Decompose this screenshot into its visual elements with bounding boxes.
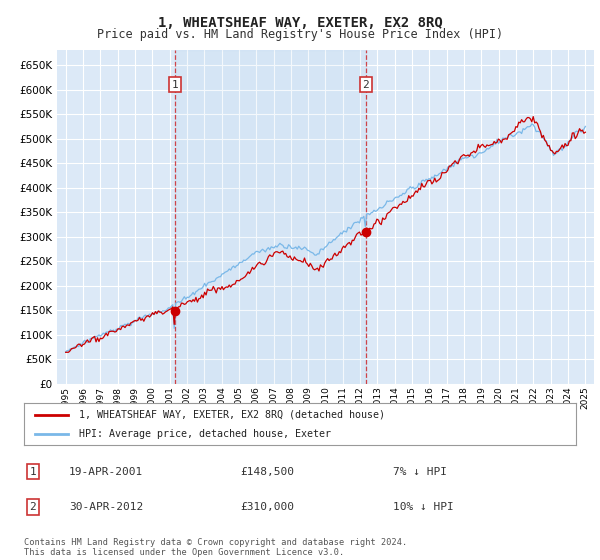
Text: HPI: Average price, detached house, Exeter: HPI: Average price, detached house, Exet…	[79, 429, 331, 439]
Text: £148,500: £148,500	[240, 466, 294, 477]
Text: 1: 1	[172, 80, 178, 90]
Text: 1, WHEATSHEAF WAY, EXETER, EX2 8RQ: 1, WHEATSHEAF WAY, EXETER, EX2 8RQ	[158, 16, 442, 30]
Text: 2: 2	[362, 80, 369, 90]
Text: £310,000: £310,000	[240, 502, 294, 512]
Text: 7% ↓ HPI: 7% ↓ HPI	[393, 466, 447, 477]
Text: 1: 1	[29, 466, 37, 477]
Text: 30-APR-2012: 30-APR-2012	[69, 502, 143, 512]
Bar	[175, 50, 366, 384]
Text: 19-APR-2001: 19-APR-2001	[69, 466, 143, 477]
Text: Price paid vs. HM Land Registry's House Price Index (HPI): Price paid vs. HM Land Registry's House …	[97, 28, 503, 41]
Text: Contains HM Land Registry data © Crown copyright and database right 2024.
This d: Contains HM Land Registry data © Crown c…	[24, 538, 407, 557]
Text: 1, WHEATSHEAF WAY, EXETER, EX2 8RQ (detached house): 1, WHEATSHEAF WAY, EXETER, EX2 8RQ (deta…	[79, 409, 385, 419]
Text: 2: 2	[29, 502, 37, 512]
Text: 10% ↓ HPI: 10% ↓ HPI	[393, 502, 454, 512]
